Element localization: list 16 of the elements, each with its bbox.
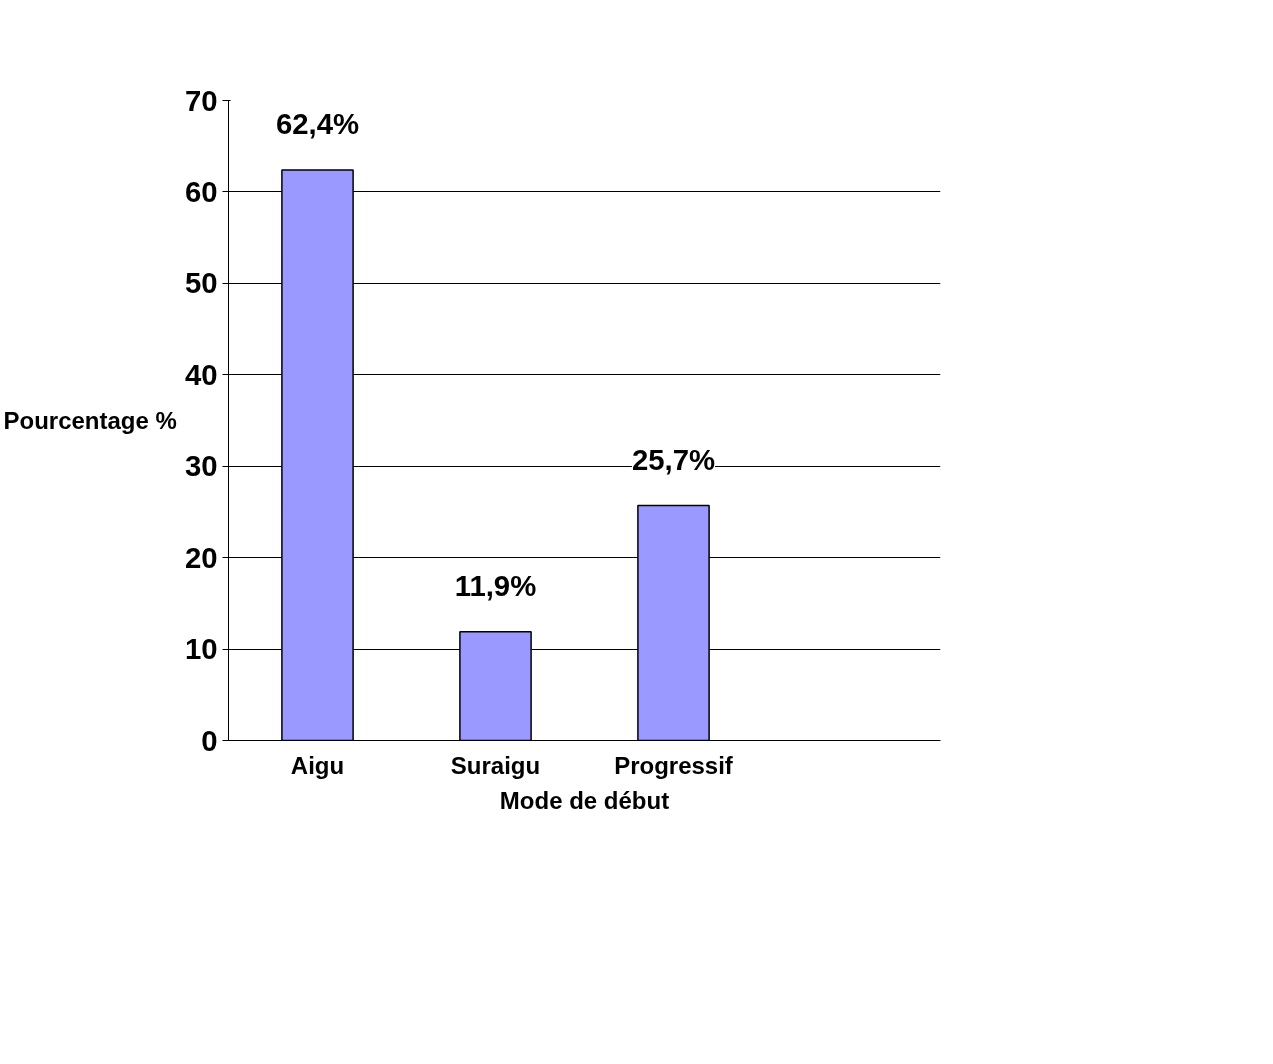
y-tick-label: 0	[201, 723, 218, 757]
y-tick-label: 50	[184, 266, 218, 300]
y-tick-label: 20	[184, 540, 218, 574]
y-tick-label: 30	[184, 449, 218, 483]
y-tick-label: 70	[184, 83, 218, 117]
x-axis-title: Mode de début	[499, 786, 670, 814]
y-tick-label: 60	[184, 174, 218, 208]
data-label: 62,4%	[275, 106, 360, 140]
x-tick-label: Aigu	[290, 751, 345, 779]
data-label: 25,7%	[631, 442, 716, 476]
y-tick-label: 40	[184, 357, 218, 391]
data-label: 11,9%	[454, 568, 537, 602]
x-tick-label: Progressif	[614, 751, 734, 779]
x-tick-label: Suraigu	[450, 751, 541, 779]
y-tick-label: 10	[184, 632, 218, 666]
y-axis-title: Pourcentage %	[3, 407, 177, 434]
